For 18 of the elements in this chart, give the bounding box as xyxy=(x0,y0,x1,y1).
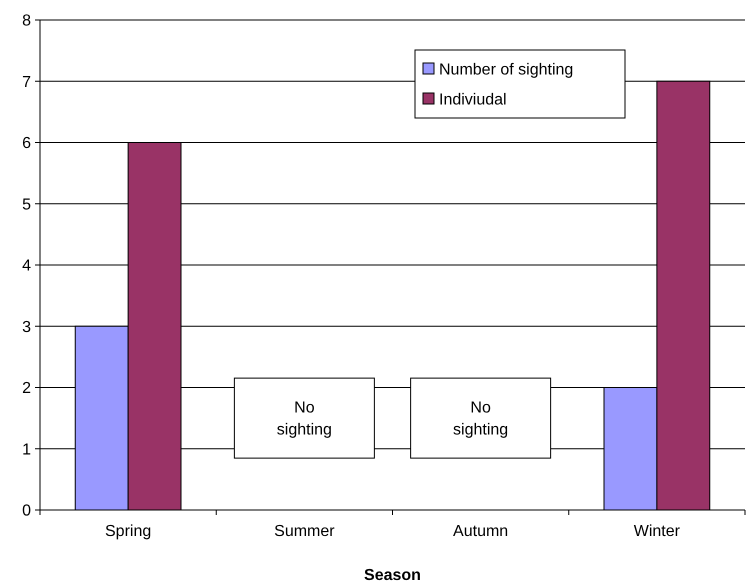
x-axis-title: Season xyxy=(364,567,421,584)
legend-label: Number of sighting xyxy=(439,62,574,79)
y-tick-label: 1 xyxy=(22,441,32,458)
y-tick-label: 6 xyxy=(22,135,32,152)
x-tick-label: Summer xyxy=(274,523,336,540)
y-tick-label: 5 xyxy=(22,196,32,214)
annotation: No sighting xyxy=(276,400,332,439)
y-tick-label: 8 xyxy=(22,12,32,30)
y-tick-label: 4 xyxy=(22,258,32,275)
y-tick-label: 7 xyxy=(22,74,32,91)
x-tick-label: Spring xyxy=(105,523,152,540)
legend-label: Indiviudal xyxy=(439,92,507,109)
y-tick-label: 3 xyxy=(22,318,32,336)
y-tick-label: 2 xyxy=(22,380,32,398)
x-tick-label: Autumn xyxy=(453,523,508,540)
y-tick-label: 0 xyxy=(22,502,32,520)
annotation: No sighting xyxy=(453,400,508,439)
x-tick-label: Winter xyxy=(634,523,681,540)
